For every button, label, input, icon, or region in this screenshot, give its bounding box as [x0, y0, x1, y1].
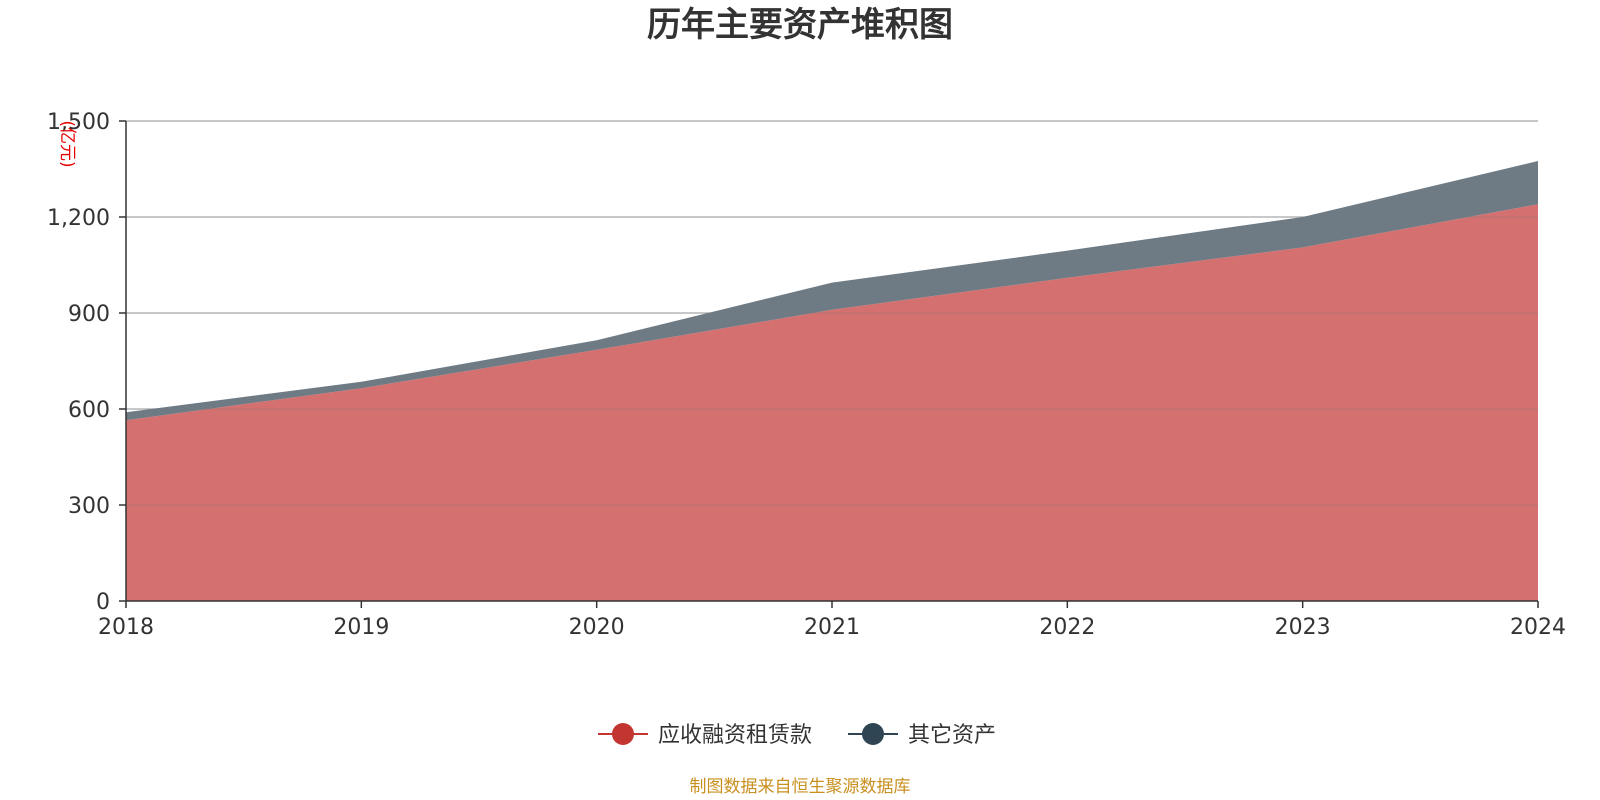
series-area-2	[126, 161, 1538, 421]
x-tick-label: 2018	[98, 615, 154, 640]
x-tick-label: 2020	[569, 615, 625, 640]
legend-item-2[interactable]: 其它资产	[848, 723, 996, 748]
series-areas	[126, 120, 1538, 601]
y-axis-unit-label: (亿元)	[57, 120, 77, 167]
y-tick-label: 300	[68, 494, 110, 519]
legend-label: 应收融资租赁款	[658, 723, 812, 748]
y-tick-label: 900	[68, 302, 110, 327]
legend-item-1[interactable]: 应收融资租赁款	[598, 723, 812, 748]
y-tick-label: 0	[96, 590, 110, 615]
legend-marker	[612, 723, 634, 745]
y-tick-label: 1,200	[47, 206, 110, 231]
series-area-1	[126, 204, 1538, 601]
source-note: 制图数据来自恒生聚源数据库	[690, 777, 911, 797]
axes: 0 300 600 900 1,200 1,500 2018 2019 2020 2021 2022…	[47, 110, 1566, 640]
legend-marker	[862, 723, 884, 745]
x-tick-label: 2024	[1510, 615, 1566, 640]
legend: 应收融资租赁款 其它资产	[598, 723, 996, 748]
x-tick-label: 2019	[333, 615, 389, 640]
y-tick-label: 600	[68, 398, 110, 423]
chart-title: 历年主要资产堆积图	[647, 5, 953, 45]
x-tick-label: 2022	[1039, 615, 1095, 640]
x-tick-label: 2021	[804, 615, 860, 640]
x-tick-label: 2023	[1275, 615, 1331, 640]
y-tick-label: 1,500	[47, 110, 110, 135]
legend-label: 其它资产	[908, 723, 996, 748]
